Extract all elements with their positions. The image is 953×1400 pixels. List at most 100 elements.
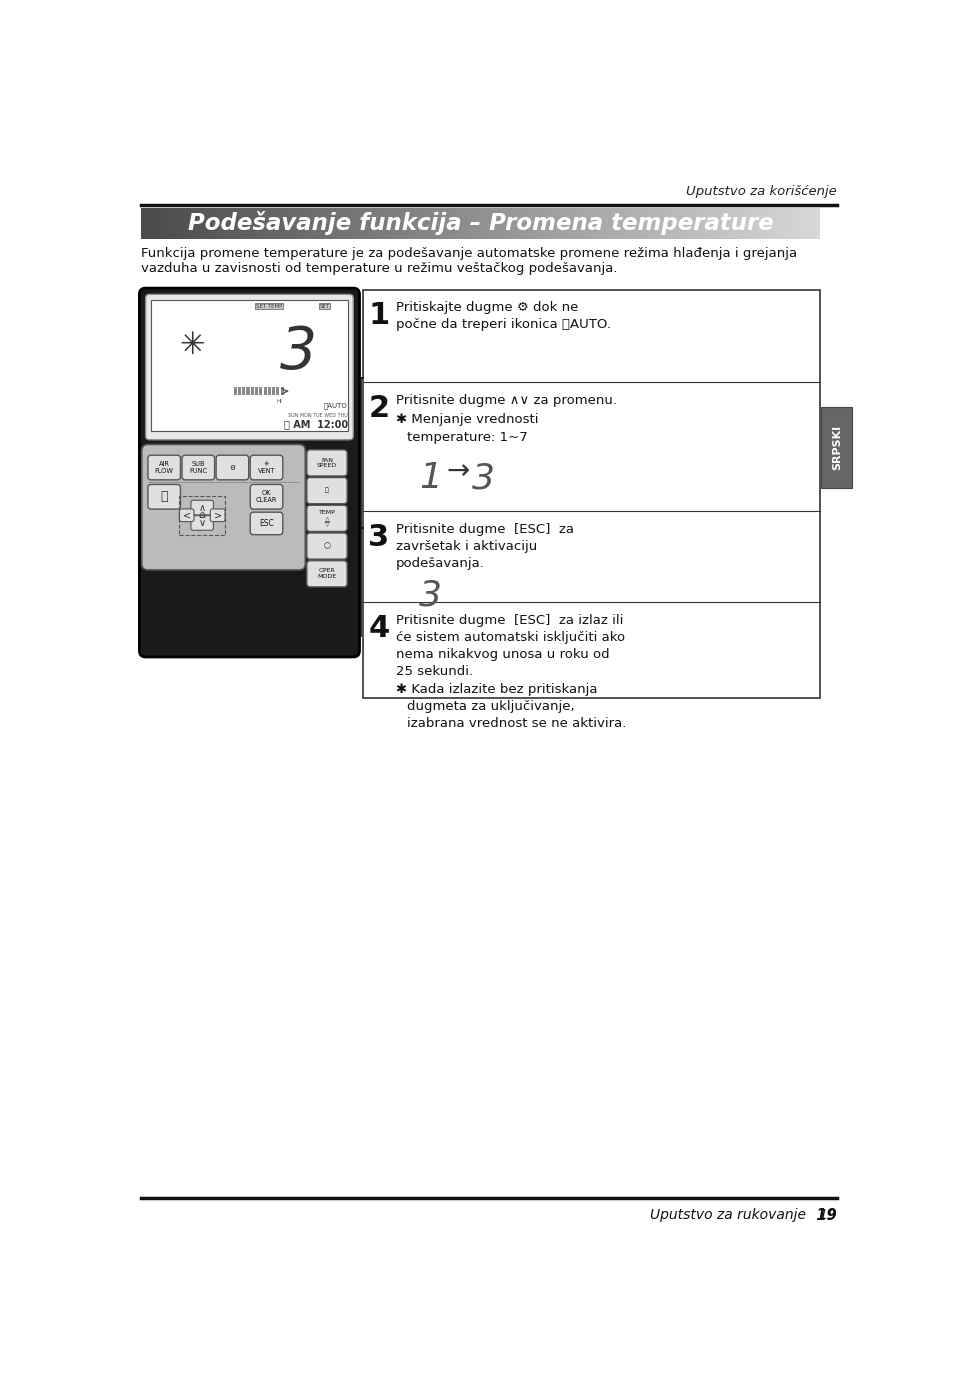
Bar xyxy=(396,209,398,239)
Bar xyxy=(726,209,728,239)
Bar xyxy=(159,209,161,239)
Text: ⏰ AM  12:00: ⏰ AM 12:00 xyxy=(283,420,348,430)
Bar xyxy=(179,209,181,239)
Text: 4: 4 xyxy=(368,613,389,643)
Bar xyxy=(785,209,787,239)
Bar xyxy=(776,209,779,239)
FancyBboxPatch shape xyxy=(250,512,282,535)
Bar xyxy=(202,209,204,239)
Bar xyxy=(645,209,647,239)
Bar xyxy=(517,209,518,239)
Bar xyxy=(405,209,408,239)
Bar xyxy=(718,209,720,239)
Bar xyxy=(471,209,473,239)
Bar xyxy=(772,209,774,239)
Bar xyxy=(754,209,756,239)
Bar xyxy=(598,209,599,239)
Text: ✱ Kada izlazite bez pritiskanja: ✱ Kada izlazite bez pritiskanja xyxy=(395,683,597,696)
Bar xyxy=(403,209,405,239)
Bar xyxy=(731,209,733,239)
Bar xyxy=(453,209,455,239)
Bar xyxy=(217,209,220,239)
Bar xyxy=(349,209,351,239)
Bar xyxy=(333,209,335,239)
FancyBboxPatch shape xyxy=(307,560,347,587)
Text: ∧: ∧ xyxy=(198,503,206,512)
Bar xyxy=(251,388,253,395)
Bar xyxy=(204,209,207,239)
Bar xyxy=(781,209,782,239)
Bar xyxy=(555,209,557,239)
Bar xyxy=(548,209,550,239)
Bar xyxy=(659,209,660,239)
Bar xyxy=(480,209,482,239)
Bar xyxy=(199,209,202,239)
Bar xyxy=(675,209,677,239)
Bar xyxy=(537,209,538,239)
Bar xyxy=(642,209,645,239)
FancyBboxPatch shape xyxy=(191,500,213,515)
Bar xyxy=(477,209,480,239)
Bar xyxy=(421,209,423,239)
Bar xyxy=(534,209,537,239)
Bar xyxy=(634,209,636,239)
Bar xyxy=(744,209,746,239)
Bar xyxy=(322,209,324,239)
Text: FAN
SPEED: FAN SPEED xyxy=(316,458,336,469)
Bar xyxy=(552,209,555,239)
Bar xyxy=(286,209,288,239)
Bar xyxy=(233,300,348,431)
Bar xyxy=(145,209,148,239)
Bar xyxy=(790,209,792,239)
Bar xyxy=(728,209,731,239)
Bar xyxy=(473,209,476,239)
Bar xyxy=(652,209,654,239)
Bar xyxy=(186,209,189,239)
Bar xyxy=(428,209,430,239)
Bar xyxy=(631,209,634,239)
Bar xyxy=(489,209,491,239)
Bar xyxy=(509,209,512,239)
Bar xyxy=(654,209,657,239)
Bar xyxy=(446,209,448,239)
Bar xyxy=(197,209,199,239)
Bar xyxy=(385,209,387,239)
Bar xyxy=(708,209,711,239)
Bar xyxy=(281,209,283,239)
Bar xyxy=(276,209,278,239)
Bar xyxy=(604,209,606,239)
Bar xyxy=(344,209,347,239)
Bar xyxy=(260,209,263,239)
Bar xyxy=(378,209,380,239)
Bar xyxy=(329,209,331,239)
Bar xyxy=(649,209,652,239)
Text: Podešavanje funkcija – Promena temperature: Podešavanje funkcija – Promena temperatu… xyxy=(188,211,773,235)
Bar xyxy=(693,209,695,239)
Bar xyxy=(314,209,317,239)
Bar xyxy=(746,209,749,239)
Bar xyxy=(419,209,421,239)
Text: ⚙: ⚙ xyxy=(229,465,235,470)
Bar xyxy=(293,209,294,239)
Bar xyxy=(760,209,762,239)
FancyBboxPatch shape xyxy=(182,455,214,480)
Text: Uputstvo za korišćenje: Uputstvo za korišćenje xyxy=(685,185,836,197)
Bar xyxy=(774,209,776,239)
Bar xyxy=(779,209,781,239)
Bar xyxy=(398,209,401,239)
Bar xyxy=(280,388,283,395)
Bar xyxy=(227,209,229,239)
Bar xyxy=(372,209,374,239)
Bar xyxy=(518,209,520,239)
Bar xyxy=(817,209,819,239)
Bar xyxy=(211,209,213,239)
Bar xyxy=(756,209,758,239)
Bar xyxy=(466,209,469,239)
Bar xyxy=(543,209,545,239)
Bar xyxy=(254,388,258,395)
Bar xyxy=(578,209,579,239)
Text: Pritisnite dugme  [ESC]  za: Pritisnite dugme [ESC] za xyxy=(395,524,574,536)
Bar xyxy=(550,209,552,239)
Bar xyxy=(362,209,365,239)
Bar xyxy=(679,209,681,239)
